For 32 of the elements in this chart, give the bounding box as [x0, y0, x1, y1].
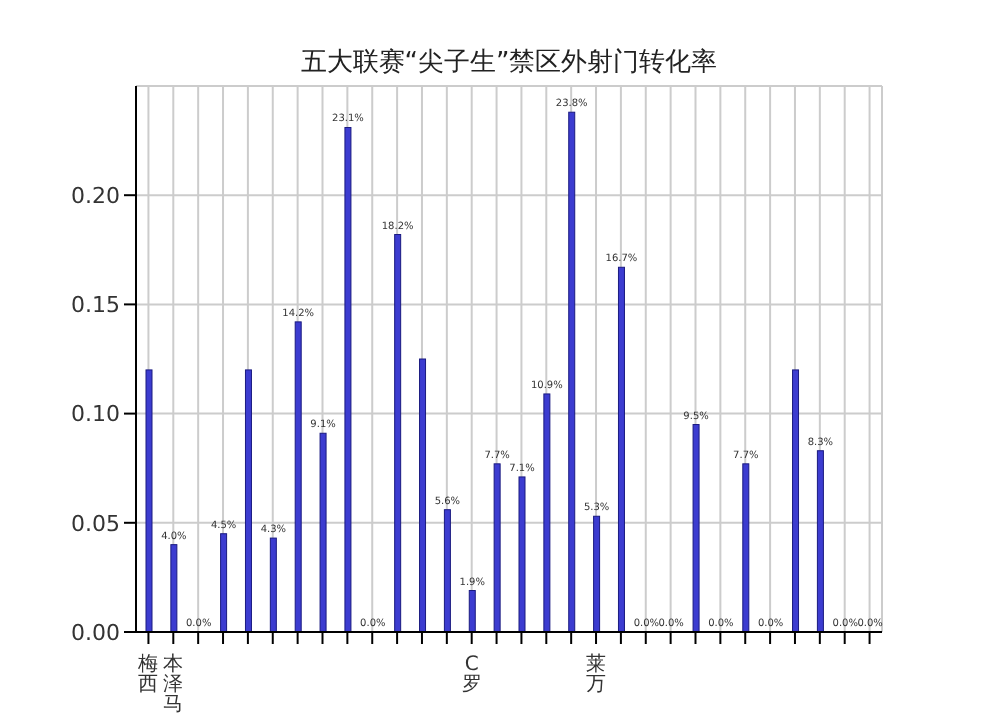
- bar: [145, 369, 153, 632]
- bar: [344, 127, 352, 632]
- y-tick-label: 0.20: [71, 183, 120, 210]
- y-tick-label: 0.15: [71, 292, 120, 319]
- x-tick-label: 莱万: [586, 652, 607, 696]
- bar: [419, 358, 427, 632]
- bar: [294, 321, 302, 632]
- y-tick-label: 0.10: [71, 401, 120, 428]
- bar: [244, 369, 252, 632]
- bar: [617, 266, 625, 632]
- bar: [792, 369, 800, 632]
- bar: [543, 393, 551, 632]
- bar: [269, 537, 277, 632]
- bar: [319, 432, 327, 632]
- bar: [742, 463, 750, 632]
- bar: [816, 450, 824, 632]
- x-tick-label: 本泽马: [163, 652, 184, 716]
- bar: [468, 590, 476, 632]
- bar: [220, 533, 228, 632]
- x-tick-label: 梅西: [136, 652, 159, 696]
- bar: [593, 515, 601, 632]
- bar: [692, 424, 700, 632]
- bar: [568, 111, 576, 632]
- y-tick-label: 0.00: [71, 619, 120, 646]
- bar: [518, 476, 526, 632]
- bar: [493, 463, 501, 632]
- bar: [170, 544, 178, 632]
- y-tick-label: 0.05: [71, 510, 120, 537]
- bar: [394, 234, 402, 632]
- bar: [443, 509, 451, 632]
- x-tick-label: C罗: [461, 654, 482, 696]
- chart-title: 五大联赛“尖子生”禁区外射门转化率: [298, 46, 720, 80]
